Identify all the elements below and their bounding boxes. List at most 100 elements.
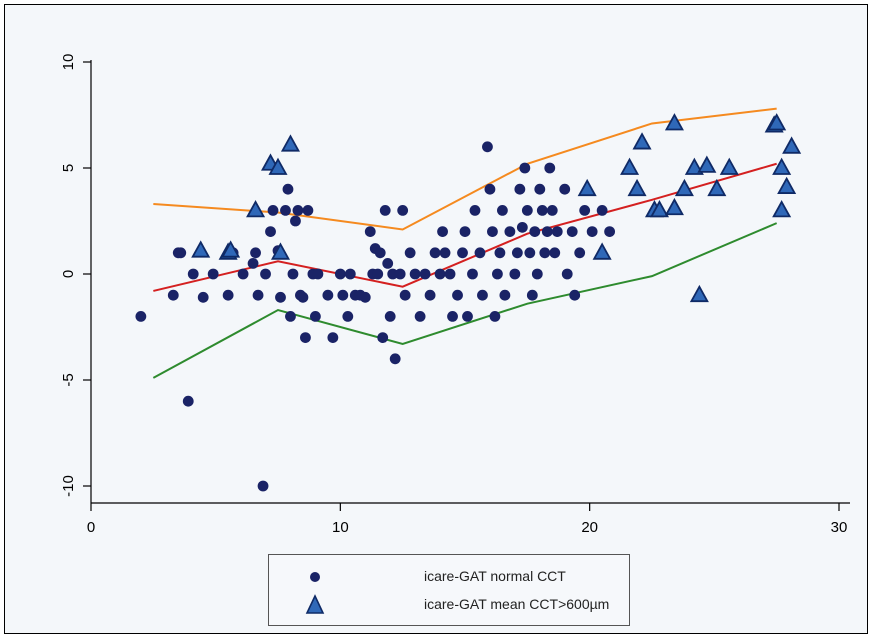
normal-cct-point: [374, 247, 386, 259]
normal-cct-point: [439, 247, 451, 259]
normal-cct-point: [282, 183, 294, 195]
high-cct-point: [246, 200, 266, 218]
normal-cct-point: [482, 141, 493, 153]
x-tick-label-30: 30: [831, 519, 848, 536]
x-tick-label-10: 10: [332, 519, 349, 536]
high-cct-point: [664, 197, 684, 216]
high-cct-point: [191, 240, 211, 258]
normal-cct-point: [384, 311, 396, 322]
normal-cct-point: [175, 247, 187, 259]
normal-cct-point: [337, 289, 349, 301]
normal-cct-point: [494, 247, 506, 259]
y-tick-label-10: 10: [60, 54, 77, 71]
normal-cct-point: [379, 205, 391, 216]
normal-cct-point: [444, 268, 456, 280]
high-cct-point: [280, 134, 300, 152]
normal-cct-point: [504, 226, 516, 238]
legend-row-normal: icare-GAT normal CCT: [269, 563, 629, 591]
normal-cct-point: [275, 291, 286, 303]
normal-cct-point: [544, 162, 556, 174]
normal-cct-point: [399, 289, 411, 301]
normal-cct-point: [519, 162, 531, 174]
high-cct-point: [268, 157, 288, 175]
normal-cct-point: [561, 268, 573, 280]
normal-cct-point: [382, 258, 394, 269]
normal-cct-point: [497, 205, 508, 216]
y-tick-label-0: 0: [60, 270, 77, 278]
normal-cct-point: [437, 226, 448, 238]
scatter-plot: 0 10 20 30 -10 -5 0 5 10: [60, 54, 850, 536]
normal-cct-point: [546, 205, 558, 216]
normal-cct-point: [534, 183, 546, 195]
legend-triangle-marker: [305, 594, 325, 614]
normal-cct-point: [237, 268, 249, 280]
normal-cct-point: [434, 268, 446, 280]
normal-cct-point: [312, 268, 324, 280]
high-cct-point: [674, 178, 694, 197]
normal-cct-point: [222, 289, 234, 301]
normal-cct-point: [531, 268, 543, 280]
normal-cct-point: [539, 247, 551, 259]
normal-cct-point: [524, 247, 536, 259]
normal-cct-point: [300, 332, 311, 343]
legend: icare-GAT normal CCT icare-GAT mean CCT>…: [268, 554, 630, 626]
normal-cct-point: [394, 268, 406, 280]
normal-cct-point: [260, 268, 271, 280]
normal-cct-point: [514, 183, 526, 195]
high-cct-point: [627, 178, 647, 197]
normal-cct-point: [377, 332, 389, 343]
trend-line-1: [153, 107, 777, 231]
normal-cct-point: [487, 226, 498, 238]
high-cct-point: [719, 157, 739, 175]
normal-cct-point: [484, 183, 496, 195]
high-cct-point: [620, 157, 640, 175]
normal-cct-point: [509, 268, 521, 280]
normal-cct-point: [182, 395, 194, 407]
x-tick-label-0: 0: [87, 519, 95, 536]
normal-cct-point: [207, 268, 219, 280]
normal-cct-point: [569, 289, 581, 301]
normal-cct-point: [559, 183, 571, 195]
normal-cct-point: [516, 221, 528, 233]
normal-cct-point: [364, 226, 376, 238]
normal-cct-point: [566, 226, 578, 238]
high-cct-point: [707, 178, 727, 197]
normal-cct-point: [429, 247, 441, 259]
normal-cct-point: [404, 247, 416, 259]
normal-cct-point: [541, 226, 553, 238]
y-tick-label-5: 5: [60, 164, 77, 172]
normal-cct-point: [310, 311, 321, 322]
normal-cct-point: [419, 268, 431, 280]
high-cct-point: [684, 157, 704, 175]
high-cct-point: [777, 176, 797, 194]
high-cct-point: [782, 136, 802, 154]
normal-cct-point: [322, 289, 334, 301]
normal-cct-point: [285, 311, 296, 322]
normal-cct-point: [409, 268, 421, 280]
x-tick-label-20: 20: [581, 519, 598, 536]
normal-cct-point: [424, 289, 436, 301]
normal-cct-point: [397, 205, 409, 216]
normal-cct-point: [462, 311, 473, 322]
normal-cct-point: [521, 205, 533, 216]
legend-row-high: icare-GAT mean CCT>600µm: [269, 591, 629, 619]
normal-cct-point: [247, 258, 259, 269]
normal-cct-point: [574, 247, 586, 259]
trend-line-3: [152, 222, 778, 379]
normal-cct-point: [579, 205, 591, 216]
y-tick-label--5: -5: [60, 373, 77, 386]
normal-cct-point: [359, 291, 371, 303]
normal-cct-point: [334, 268, 346, 280]
normal-cct-point: [459, 226, 471, 238]
high-cct-point: [577, 178, 597, 197]
normal-cct-point: [596, 205, 608, 216]
normal-cct-point: [387, 268, 399, 280]
normal-cct-point: [586, 226, 598, 238]
normal-cct-point: [414, 311, 426, 322]
normal-cct-point: [529, 226, 541, 238]
normal-cct-point: [292, 205, 304, 216]
normal-cct-point: [342, 311, 354, 322]
normal-cct-point: [536, 205, 548, 216]
normal-cct-point: [447, 311, 458, 322]
high-cct-point: [270, 242, 291, 260]
